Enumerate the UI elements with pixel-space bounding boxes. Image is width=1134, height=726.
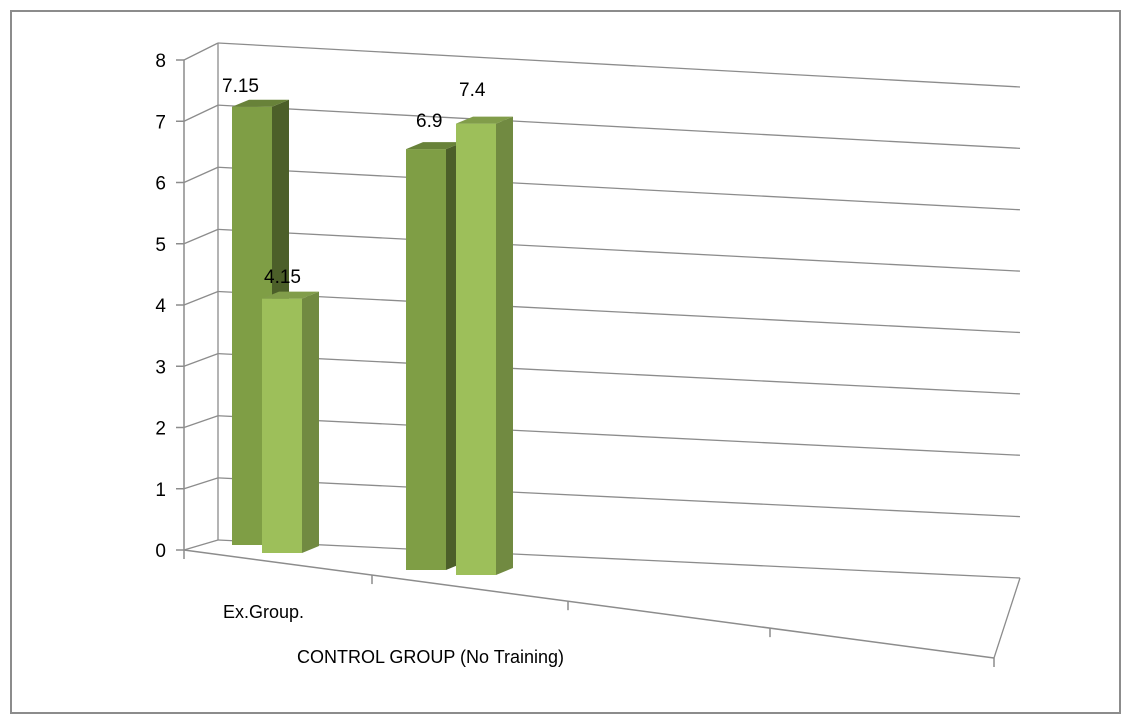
- side-gridline: [183, 290, 219, 306]
- bars: [232, 99, 513, 575]
- y-tick-label: 7: [155, 112, 166, 133]
- side-gridline: [183, 42, 219, 61]
- data-label: 6.9: [416, 111, 442, 132]
- category-label: Ex.Group.: [223, 602, 304, 622]
- y-tick-label: 5: [155, 235, 166, 256]
- side-gridline: [183, 477, 219, 490]
- side-gridline: [183, 166, 219, 184]
- data-label: 7.4: [459, 80, 486, 101]
- bar: [456, 123, 496, 575]
- side-gridline: [183, 539, 219, 551]
- y-tick-label: 6: [155, 174, 166, 195]
- labels: Ex.Group. CONTROL GROUP (No Training) 7.15…: [222, 76, 564, 667]
- gridline: [217, 228, 1021, 272]
- y-tick-label: 8: [155, 51, 166, 72]
- gridline: [217, 104, 1021, 150]
- bar-side: [496, 116, 513, 575]
- gridline: [217, 539, 1021, 579]
- gridline: [217, 290, 1021, 334]
- gridline: [217, 42, 1021, 88]
- floor-edge: [993, 577, 1021, 659]
- bar-top: [456, 116, 513, 124]
- axes: 0 1 2 3 4 5 6 7 8: [155, 51, 995, 667]
- side-gridline: [183, 415, 219, 429]
- y-tick-label: 3: [155, 357, 166, 378]
- gridline: [217, 166, 1021, 211]
- y-tick-label: 2: [155, 419, 166, 440]
- x-axis-line: [183, 549, 995, 659]
- gridlines: [183, 42, 1021, 659]
- side-gridline: [183, 353, 219, 367]
- y-tick-label: 0: [155, 541, 166, 562]
- bar-top: [232, 99, 289, 107]
- side-gridline: [183, 228, 219, 245]
- side-gridline: [183, 104, 219, 122]
- bar: [262, 298, 302, 553]
- bar-top: [406, 142, 463, 150]
- bar: [406, 149, 446, 570]
- gridline: [217, 352, 1021, 395]
- gridline: [217, 415, 1021, 456]
- gridline: [217, 477, 1021, 518]
- y-tick-label: 1: [155, 480, 166, 501]
- data-label: 7.15: [222, 76, 259, 97]
- bar-top: [262, 291, 319, 299]
- bar-side: [302, 291, 319, 553]
- category-label: CONTROL GROUP (No Training): [297, 647, 564, 667]
- y-tick-label: 4: [155, 296, 166, 317]
- data-label: 4.15: [264, 267, 301, 288]
